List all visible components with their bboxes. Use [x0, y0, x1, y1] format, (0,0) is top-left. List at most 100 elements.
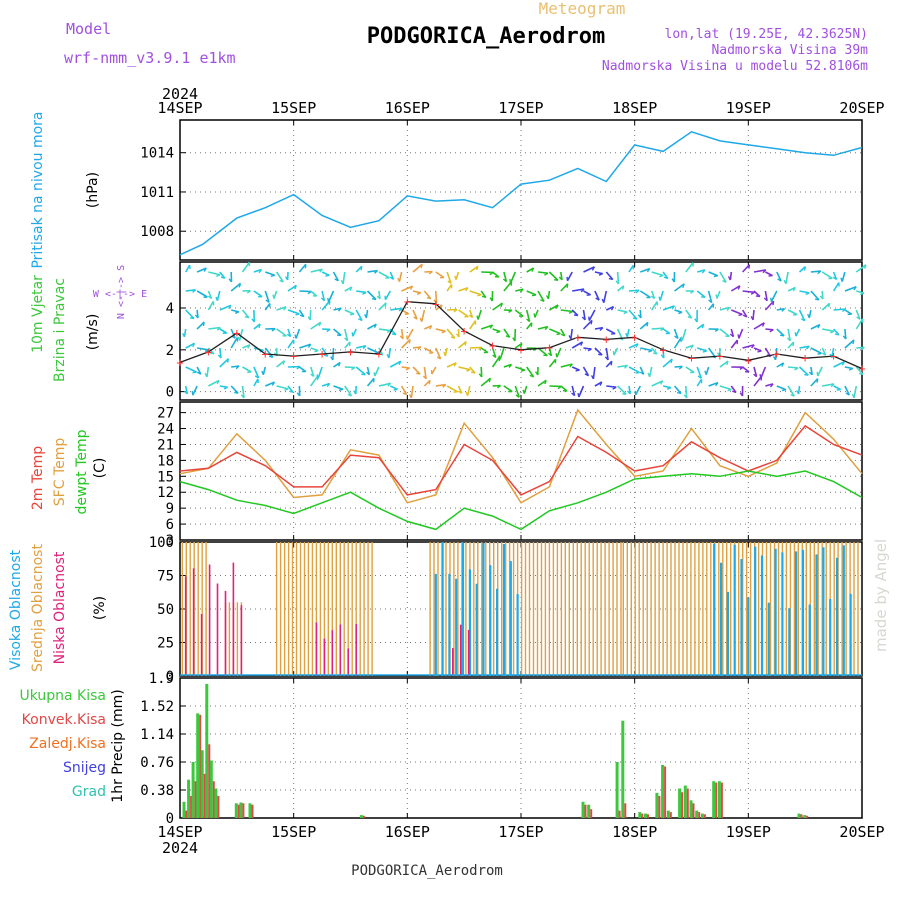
model-elevation-label: Nadmorska Visina u modelu 52.8106m	[602, 59, 868, 74]
wind-barb	[503, 328, 511, 338]
wind-barb	[253, 290, 263, 298]
wind-barb	[310, 321, 322, 330]
wind-barb-head	[349, 313, 355, 316]
wind-barb	[253, 268, 262, 273]
wind-barb	[480, 366, 483, 378]
wind-barb-head	[770, 297, 772, 302]
wind-barb-head	[635, 289, 640, 294]
wind-barb-head	[821, 352, 827, 356]
wind-barb	[275, 271, 284, 283]
total-precip-bar	[191, 762, 195, 818]
wind-barb	[230, 385, 239, 394]
convective-precip-bar	[641, 813, 644, 818]
wind-barb-head	[265, 299, 270, 303]
top-x-tick-label: 18SEP	[612, 99, 657, 117]
wind-barb	[821, 290, 824, 300]
wind-barb-head	[216, 274, 221, 277]
wind-barb-head	[783, 279, 787, 285]
wind-barb-head	[851, 393, 855, 399]
wind-barb-head	[755, 295, 761, 298]
wind-barb	[398, 271, 403, 282]
y-tick-label: 1008	[140, 224, 174, 240]
wind-barb	[821, 302, 831, 311]
wind-barb	[458, 309, 469, 318]
wind-barb	[287, 328, 292, 337]
wind-barb	[400, 385, 408, 396]
wind-barb	[406, 328, 414, 340]
bottom-x-tick-label: 15SEP	[271, 823, 316, 841]
wind-barb	[798, 266, 806, 273]
wind-barb-head	[587, 348, 592, 352]
wind-barb-head	[251, 318, 255, 323]
wind-barb	[753, 269, 766, 273]
wind-barb-head	[599, 381, 603, 386]
wind-barb	[514, 385, 520, 398]
y-tick-label: 1.9	[149, 671, 174, 687]
convective-precip-bar	[715, 782, 718, 818]
wind-barb	[192, 385, 198, 396]
wind-barb	[230, 282, 242, 292]
wind-barb	[753, 366, 758, 377]
wind-barb	[480, 324, 493, 330]
wind-barb	[628, 289, 640, 292]
wind-barb	[844, 339, 855, 349]
wind-barb-head	[408, 394, 412, 399]
wind-barb	[309, 309, 312, 321]
wind-barb-head	[715, 294, 718, 299]
wind-barb-head	[261, 370, 264, 376]
wind-speed-point: +	[546, 341, 553, 355]
wind-barb	[844, 309, 853, 315]
wind-barb	[327, 290, 335, 303]
wind-barb-head	[244, 315, 250, 319]
wind-barb-head	[468, 314, 473, 319]
wind-barb	[196, 347, 210, 351]
wind-barb-head	[481, 295, 487, 299]
wind-barb-head	[803, 266, 807, 271]
wind-barb-head	[344, 337, 348, 342]
wind-speed-point: +	[517, 343, 524, 357]
wind-barb	[344, 309, 355, 315]
panel-data: + + + + + + + + + + + + + + + + + + + + + + + + +	[176, 130, 867, 818]
wind-barb-head	[207, 295, 212, 299]
wind-barb-head	[475, 266, 479, 271]
total-precip-bar	[661, 764, 665, 818]
wind-barb	[412, 366, 421, 375]
wind-barb	[640, 347, 653, 352]
wind-barb	[588, 309, 596, 321]
wind-barb-head	[457, 390, 463, 394]
wind-barb	[446, 328, 456, 339]
wind-barb-head	[192, 342, 196, 348]
wind-barb	[583, 347, 592, 350]
wind-barb-head	[347, 393, 352, 397]
wind-barb	[603, 290, 608, 303]
wind-barb	[639, 309, 642, 319]
wind-barb	[435, 290, 438, 304]
wind-barb-head	[553, 279, 559, 281]
wind-barb	[355, 265, 363, 273]
wind-barb-head	[660, 354, 665, 359]
total-precip-bar	[205, 683, 209, 818]
wind-barb	[208, 379, 220, 387]
wind-barb-head	[832, 276, 837, 281]
wind-barb-head	[573, 314, 579, 317]
wind-barb	[469, 265, 479, 273]
total-precip-bar	[581, 801, 585, 818]
wind-barb	[446, 283, 453, 292]
wind-barb	[662, 385, 672, 389]
wind-barb-head	[727, 276, 732, 281]
wind-speed-point: +	[375, 347, 382, 361]
wind-barb	[578, 385, 585, 398]
wind-barb-head	[748, 264, 751, 269]
wind-barb-head	[364, 314, 368, 319]
wind-barb-head	[283, 306, 287, 311]
wind-barb	[196, 321, 205, 330]
wind-barb-head	[310, 373, 315, 378]
wind-barb-head	[781, 389, 787, 392]
wind-barb	[389, 360, 402, 368]
wind-barb-head	[701, 324, 705, 329]
wind-barb-head	[612, 386, 617, 390]
y-tick-label: 15	[157, 469, 174, 485]
convective-precip-bar	[698, 812, 701, 818]
wind-barb-head	[599, 327, 604, 332]
temp-units-label: (C)	[92, 458, 108, 479]
